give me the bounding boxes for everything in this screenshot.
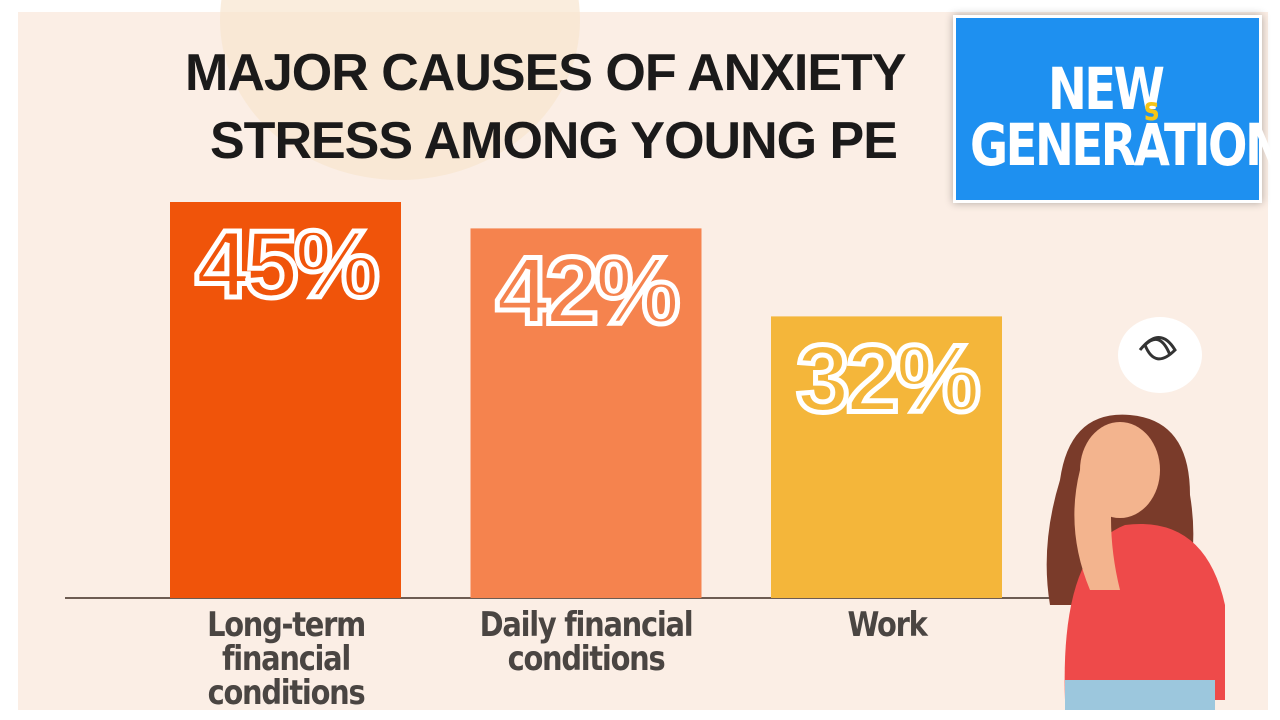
arm	[1074, 470, 1120, 590]
scribble	[1138, 336, 1177, 361]
data-label: 32%	[796, 325, 978, 432]
data-label: 42%	[496, 237, 678, 344]
x-tick-label: Work	[846, 605, 927, 645]
bar	[170, 202, 401, 598]
data-label: 45%	[195, 211, 377, 318]
jeans	[1065, 680, 1215, 710]
illustration	[1046, 317, 1225, 710]
logo-text: s	[1144, 90, 1159, 128]
thought-bubble	[1118, 317, 1202, 393]
chart-title: STRESS AMONG YOUNG PE	[210, 112, 897, 170]
logo: NEW s GENERATION	[953, 15, 1280, 203]
x-tick-label: Long-term financial conditions	[206, 605, 366, 713]
logo-text: NEW	[1048, 55, 1165, 123]
bar	[771, 316, 1002, 598]
logo-text: GENERATION	[970, 111, 1280, 179]
chart-title: MAJOR CAUSES OF ANXIETY	[185, 44, 906, 102]
bar	[470, 228, 702, 598]
x-tick-label: Daily financial conditions	[479, 605, 694, 679]
decoration	[220, 0, 580, 180]
